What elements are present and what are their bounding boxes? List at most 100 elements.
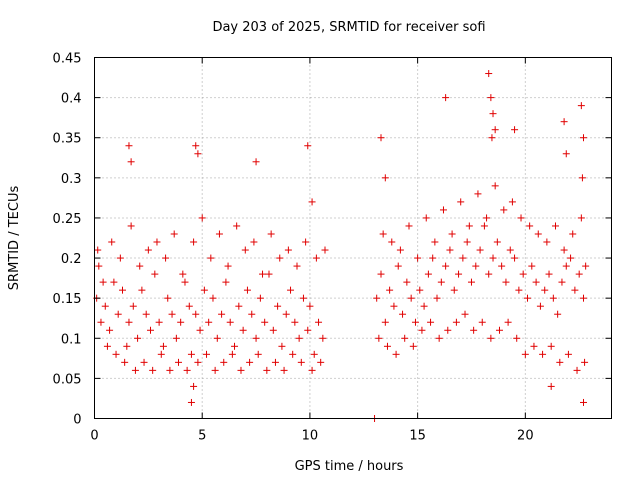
data-point [287, 286, 295, 294]
data-point [125, 142, 133, 150]
data-point [317, 358, 325, 366]
data-point [241, 246, 249, 254]
data-point [392, 350, 400, 358]
data-point [168, 310, 176, 318]
data-point [153, 238, 161, 246]
data-point [433, 294, 441, 302]
data-point [534, 230, 542, 238]
data-point [532, 278, 540, 286]
data-point [581, 358, 589, 366]
data-point [127, 222, 135, 230]
data-point [485, 70, 493, 78]
data-point [377, 270, 385, 278]
data-point [127, 158, 135, 166]
data-point [422, 214, 430, 222]
data-point [123, 342, 131, 350]
data-point [297, 358, 305, 366]
data-point [239, 326, 247, 334]
data-point [511, 126, 519, 134]
data-point [116, 254, 124, 262]
data-point [265, 270, 273, 278]
y-tick-labels: 0 0.05 0.1 0.15 0.2 0.25 0.3 0.35 0.4 0.45 [53, 52, 82, 428]
data-point [478, 318, 486, 326]
data-point [414, 254, 422, 262]
data-point [198, 214, 206, 222]
data-point [528, 262, 536, 270]
data-point [110, 278, 118, 286]
data-point [237, 366, 245, 374]
data-point [315, 318, 323, 326]
data-point [459, 254, 467, 262]
data-point [114, 310, 122, 318]
data-point [278, 342, 286, 350]
data-point [224, 262, 232, 270]
data-point [299, 294, 307, 302]
data-point [129, 302, 137, 310]
data-point [401, 334, 409, 342]
data-point [446, 246, 454, 254]
data-point [291, 318, 299, 326]
data-point [284, 246, 292, 254]
data-point [500, 206, 508, 214]
data-point [474, 190, 482, 198]
data-point [560, 246, 568, 254]
data-point [390, 302, 398, 310]
data-point [203, 350, 211, 358]
data-point [502, 278, 510, 286]
data-point [578, 174, 586, 182]
data-point [190, 238, 198, 246]
data-point [383, 342, 391, 350]
data-point [103, 342, 111, 350]
data-point [562, 262, 570, 270]
data-point [407, 294, 415, 302]
data-point [551, 222, 559, 230]
data-point [386, 286, 394, 294]
data-points [93, 70, 590, 422]
data-point [280, 366, 288, 374]
data-point [539, 350, 547, 358]
data-point [181, 278, 189, 286]
data-point [377, 134, 385, 142]
data-point [271, 358, 279, 366]
data-point [519, 270, 527, 278]
data-point [463, 238, 471, 246]
data-point [274, 302, 282, 310]
data-point [218, 310, 226, 318]
data-point [498, 262, 506, 270]
y-tick-label: 0 [73, 413, 81, 428]
y-tick-label: 0.25 [53, 212, 82, 227]
data-point [131, 366, 139, 374]
grid-lines [94, 57, 612, 419]
data-point [209, 294, 217, 302]
data-point [420, 302, 428, 310]
data-point [142, 310, 150, 318]
data-point [513, 334, 521, 342]
data-point [485, 270, 493, 278]
data-point [200, 286, 208, 294]
data-point [450, 286, 458, 294]
data-point [575, 270, 583, 278]
data-point [138, 286, 146, 294]
data-point [119, 286, 127, 294]
data-point [375, 334, 383, 342]
data-point [179, 270, 187, 278]
data-point [185, 302, 193, 310]
data-point [187, 398, 195, 406]
data-point [175, 358, 183, 366]
data-point [455, 270, 463, 278]
data-point [411, 318, 419, 326]
data-point [506, 246, 514, 254]
data-point [579, 294, 587, 302]
y-tick-label: 0.05 [53, 372, 82, 387]
data-point [192, 142, 200, 150]
data-point [476, 246, 484, 254]
x-axis-label: GPS time / hours [295, 459, 404, 474]
x-tick-label: 0 [90, 429, 98, 444]
data-point [261, 318, 269, 326]
data-point [558, 278, 566, 286]
data-point [373, 294, 381, 302]
data-point [560, 118, 568, 126]
data-point [577, 102, 585, 110]
data-point [112, 350, 120, 358]
data-point [564, 350, 572, 358]
